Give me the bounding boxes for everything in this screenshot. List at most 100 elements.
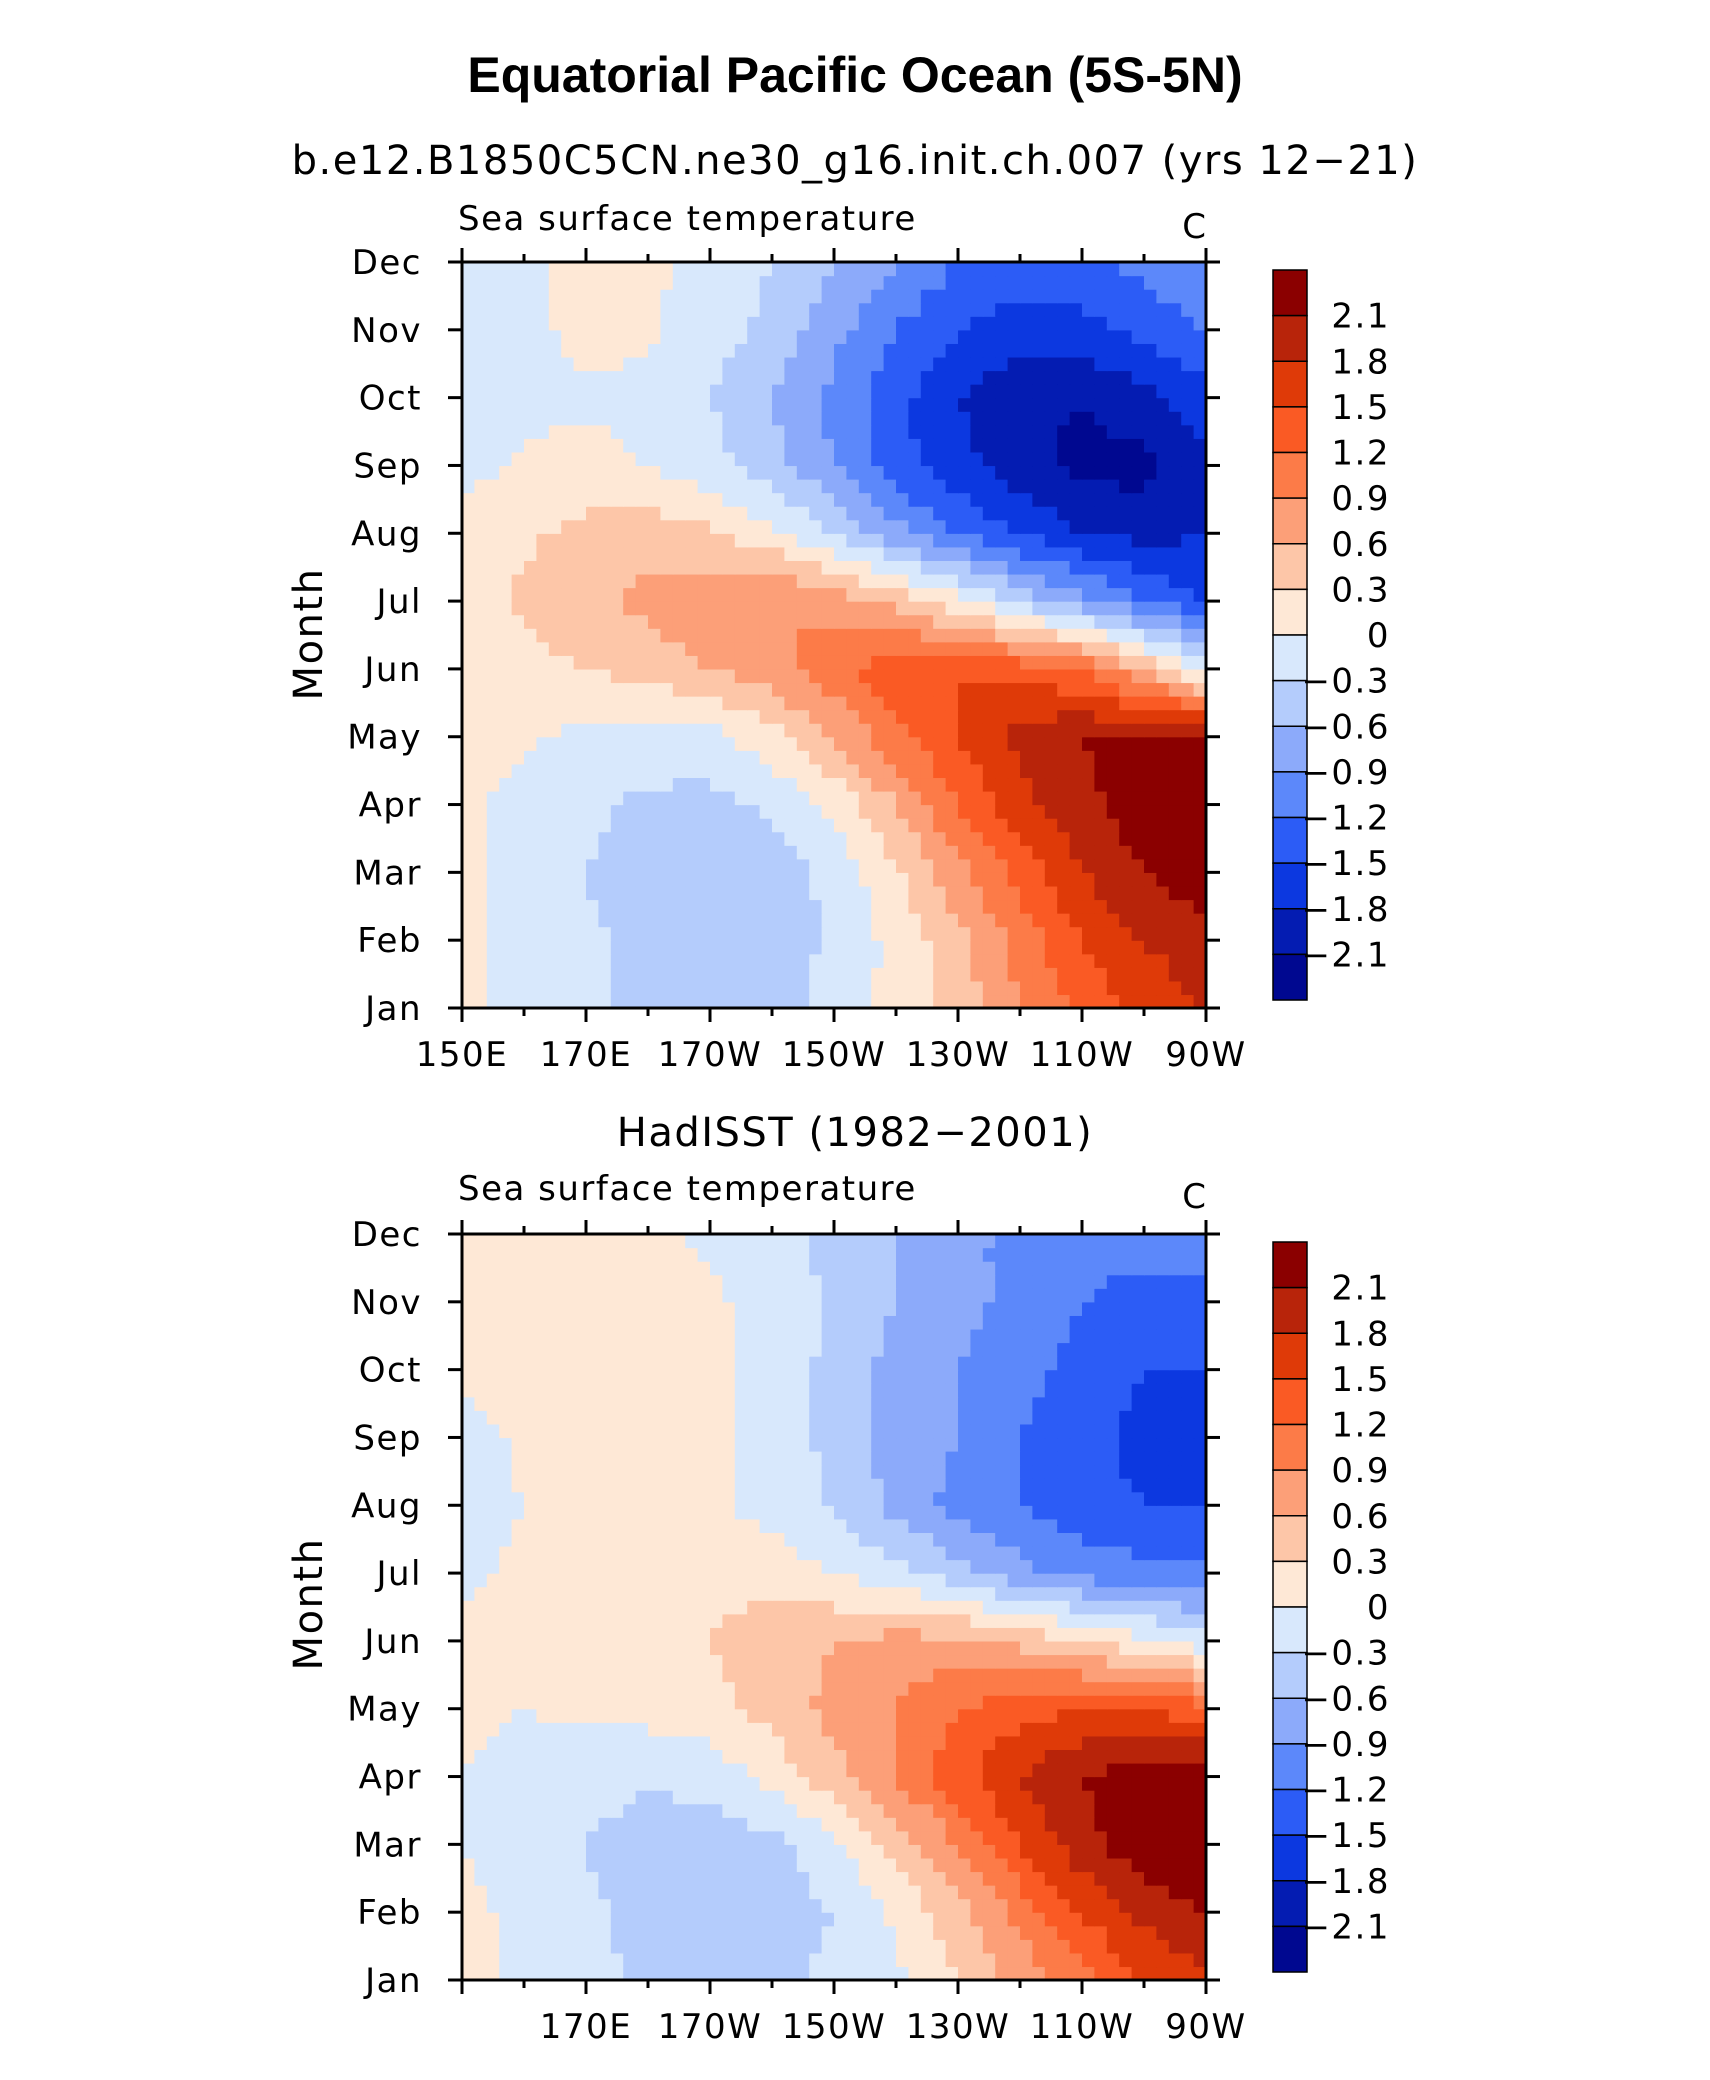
contour-cell — [1070, 465, 1083, 479]
contour-cell — [747, 940, 760, 954]
contour-cell — [970, 1912, 983, 1926]
contour-cell — [760, 832, 773, 846]
contour-cell — [970, 520, 983, 534]
contour-cell — [722, 1736, 735, 1750]
contour-cell — [859, 764, 872, 778]
contour-cell — [970, 1790, 983, 1804]
contour-cell — [685, 330, 698, 344]
contour-cell — [1144, 845, 1157, 859]
contour-cell — [772, 1763, 785, 1777]
contour-cell — [970, 1804, 983, 1818]
contour-cell — [499, 1899, 512, 1913]
contour-cell — [1132, 1912, 1145, 1926]
contour-cell — [698, 262, 711, 276]
contour-cell — [1094, 1777, 1107, 1791]
contour-cell — [884, 1790, 897, 1804]
contour-cell — [859, 1763, 872, 1777]
contour-cell — [487, 588, 500, 602]
contour-cell — [735, 1709, 748, 1723]
contour-cell — [1181, 872, 1194, 886]
contour-cell — [660, 750, 673, 764]
contour-cell — [1107, 330, 1120, 344]
contour-cell — [1020, 1899, 1033, 1913]
contour-cell — [1144, 940, 1157, 954]
contour-cell — [611, 1885, 624, 1899]
contour-cell — [859, 859, 872, 873]
contour-cell — [797, 316, 810, 330]
contour-cell — [908, 777, 921, 791]
contour-cell — [1156, 506, 1169, 520]
contour-cell — [933, 669, 946, 683]
contour-cell — [760, 913, 773, 927]
contour-cell — [797, 465, 810, 479]
contour-cell — [660, 1641, 673, 1655]
contour-cell — [1032, 1885, 1045, 1899]
contour-cell — [623, 371, 636, 385]
contour-cell — [970, 1899, 983, 1913]
contour-cell — [549, 303, 562, 317]
contour-cell — [1132, 1790, 1145, 1804]
contour-cell — [698, 805, 711, 819]
contour-cell — [623, 438, 636, 452]
contour-cell — [586, 710, 599, 724]
contour-cell — [673, 411, 686, 425]
contour-cell — [698, 303, 711, 317]
contour-cell — [1144, 316, 1157, 330]
contour-cell — [822, 1953, 835, 1967]
contour-cell — [1008, 669, 1021, 683]
contour-cell — [747, 628, 760, 642]
contour-cell — [1156, 696, 1169, 710]
contour-cell — [921, 1654, 934, 1668]
contour-cell — [1144, 398, 1157, 412]
contour-cell — [660, 1858, 673, 1872]
contour-cell — [933, 750, 946, 764]
contour-cell — [735, 398, 748, 412]
contour-cell — [710, 1966, 723, 1980]
contour-cell — [512, 872, 525, 886]
contour-cell — [474, 493, 487, 507]
contour-cell — [970, 1871, 983, 1885]
contour-cell — [822, 791, 835, 805]
contour-cell — [784, 818, 797, 832]
contour-cell — [871, 560, 884, 574]
contour-cell — [958, 560, 971, 574]
contour-cell — [859, 696, 872, 710]
contour-cell — [1082, 1899, 1095, 1913]
contour-cell — [871, 777, 884, 791]
contour-cell — [983, 1763, 996, 1777]
contour-cell — [1132, 1817, 1145, 1831]
contour-cell — [660, 520, 673, 534]
contour-cell — [598, 628, 611, 642]
contour-cell — [983, 316, 996, 330]
contour-cell — [784, 588, 797, 602]
contour-cell — [958, 1831, 971, 1845]
contour-cell — [884, 859, 897, 873]
contour-cell — [1119, 927, 1132, 941]
contour-cell — [1181, 791, 1194, 805]
contour-cell — [1094, 818, 1107, 832]
contour-cell — [1045, 276, 1058, 290]
contour-cell — [834, 642, 847, 656]
contour-cell — [1032, 452, 1045, 466]
contour-cell — [611, 465, 624, 479]
contour-cell — [598, 1858, 611, 1872]
contour-cell — [536, 954, 549, 968]
contour-cell — [946, 1709, 959, 1723]
contour-cell — [1020, 859, 1033, 873]
contour-cell — [710, 316, 723, 330]
contour-cell — [933, 1749, 946, 1763]
contour-cell — [549, 1966, 562, 1980]
contour-cell — [884, 1641, 897, 1655]
contour-cell — [846, 1763, 859, 1777]
contour-cell — [871, 642, 884, 656]
contour-cell — [487, 1804, 500, 1818]
contour-cell — [512, 628, 525, 642]
contour-cell — [834, 289, 847, 303]
contour-cell — [710, 574, 723, 588]
contour-cell — [660, 682, 673, 696]
contour-cell — [722, 1790, 735, 1804]
contour-cell — [1032, 425, 1045, 439]
contour-cell — [1057, 818, 1070, 832]
contour-cell — [946, 628, 959, 642]
contour-cell — [1082, 954, 1095, 968]
